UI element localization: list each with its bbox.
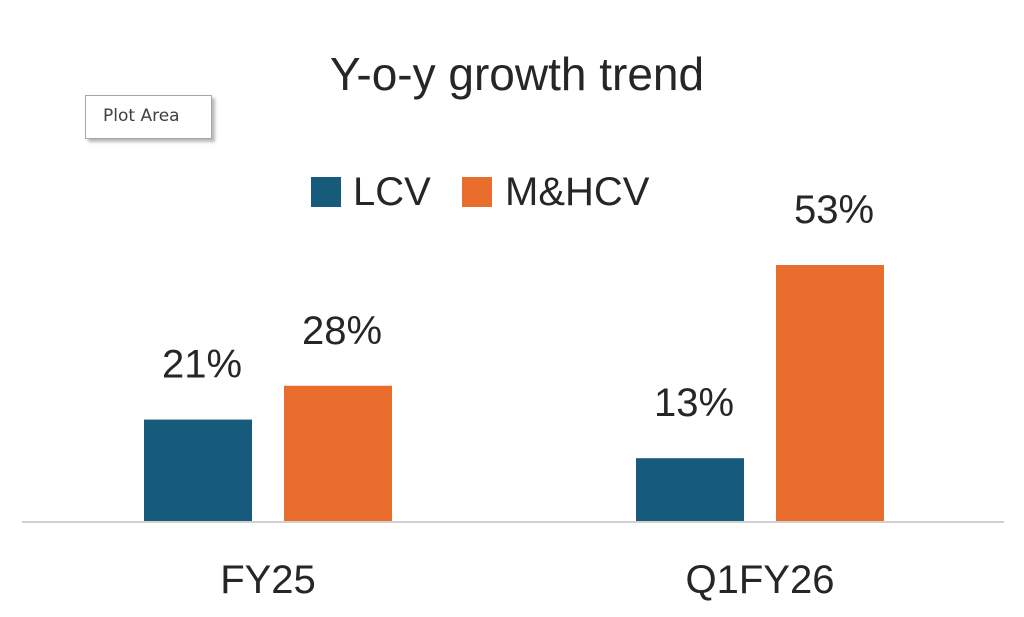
legend-label-lcv: LCV: [353, 170, 431, 214]
bar-lcv-q1fy26: [636, 458, 744, 521]
data-label-mhcv-fy25: 28%: [302, 309, 382, 353]
x-tick-q1fy26: Q1FY26: [686, 558, 835, 602]
x-tick-labels: FY25 Q1FY26: [220, 558, 834, 602]
bar-mhcv-q1fy26: [776, 265, 884, 521]
plot-area-tooltip: Plot Area: [85, 95, 212, 139]
legend-swatch-mhcv: [462, 177, 492, 207]
legend-label-mhcv: M&HCV: [505, 170, 650, 214]
bars: [144, 265, 884, 521]
bar-lcv-fy25: [144, 419, 252, 521]
chart-title: Y-o-y growth trend: [330, 48, 704, 100]
data-label-lcv-q1fy26: 13%: [654, 381, 734, 425]
legend: LCV M&HCV: [311, 170, 650, 214]
data-label-mhcv-q1fy26: 53%: [794, 188, 874, 232]
data-label-lcv-fy25: 21%: [162, 343, 242, 387]
legend-swatch-lcv: [311, 177, 341, 207]
bar-mhcv-fy25: [284, 385, 392, 521]
x-tick-fy25: FY25: [220, 558, 316, 602]
data-labels: 21% 28% 13% 53%: [162, 188, 874, 425]
